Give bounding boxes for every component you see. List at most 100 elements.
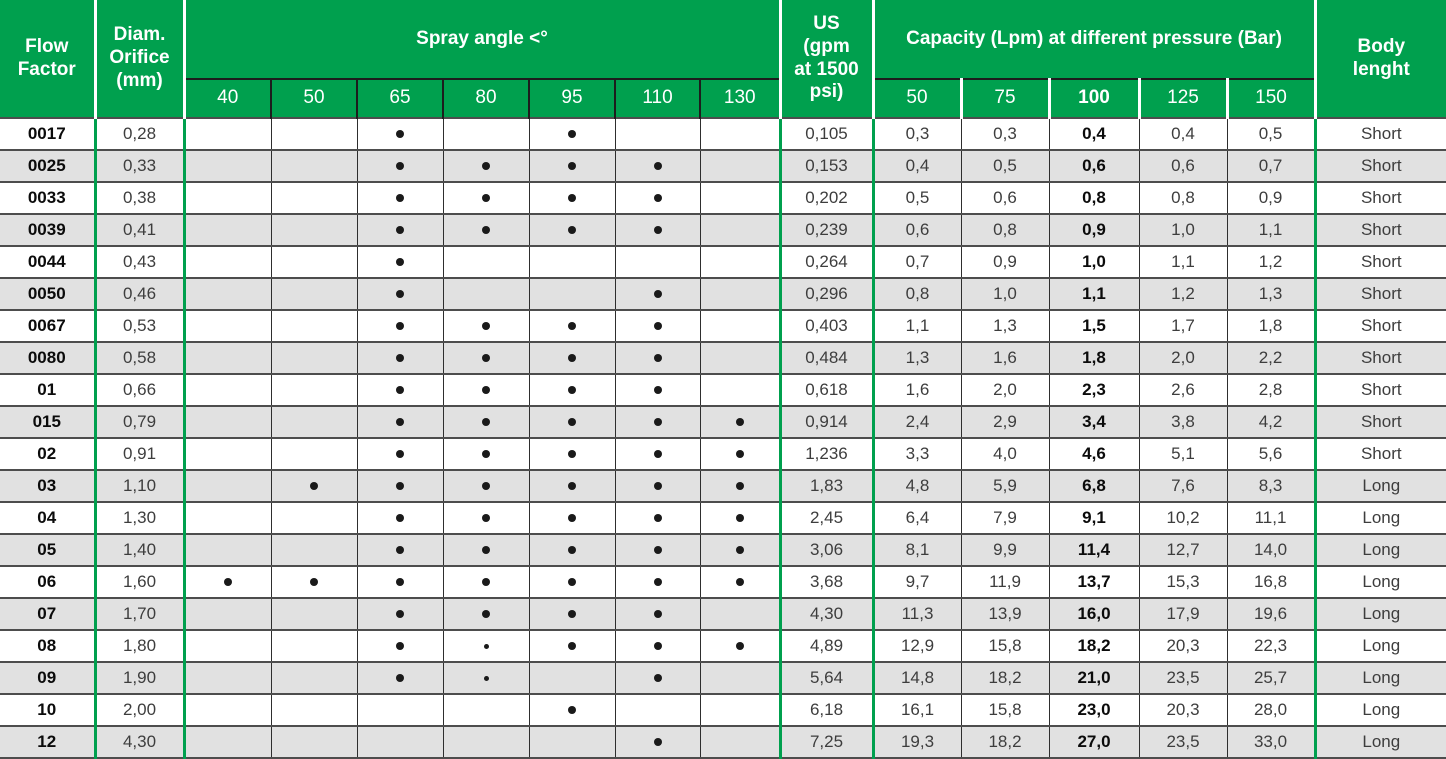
capacity-cell: 0,3 — [871, 117, 961, 150]
capacity-cell: 1,0 — [960, 277, 1049, 310]
spray-angle-cell — [442, 405, 529, 438]
spray-angle-cell — [182, 181, 271, 214]
body-length-cell: Short — [1313, 373, 1446, 406]
diam-orifice-cell: 0,46 — [93, 277, 184, 310]
us-gpm-cell: 7,25 — [778, 725, 873, 759]
spray-angle-cell — [442, 213, 529, 246]
flow-factor-cell: 01 — [0, 373, 95, 406]
body-length-cell: Long — [1313, 629, 1446, 662]
capacity-cell: 16,0 — [1048, 597, 1139, 630]
spray-angle-cell — [356, 629, 443, 662]
capacity-cell: 1,3 — [871, 341, 961, 374]
spray-angle-cell — [614, 213, 700, 246]
capacity-cell: 8,1 — [871, 533, 961, 566]
spray-angle-cell — [442, 245, 529, 278]
body-length-cell: Short — [1313, 277, 1446, 310]
spray-angle-cell — [182, 245, 271, 278]
flow-factor-cell: 05 — [0, 533, 95, 566]
table-row: 10 2,00 6,18 16,1 15,8 23,0 20,3 28,0 Long — [0, 693, 1446, 726]
spray-angle-dot — [482, 514, 490, 522]
spray-angle-dot — [653, 738, 662, 746]
capacity-cell: 0,4 — [1048, 117, 1139, 150]
spray-angle-cell — [270, 373, 357, 406]
spray-angle-col-header: 65 — [356, 78, 443, 118]
spray-angle-cell — [270, 629, 357, 662]
spray-angle-cell — [614, 181, 700, 214]
spray-angle-cell — [182, 469, 271, 502]
flow-factor-cell: 0067 — [0, 309, 95, 342]
capacity-cell: 2,2 — [1226, 341, 1316, 374]
spray-angle-cell — [614, 341, 700, 374]
spray-angle-cell — [528, 501, 615, 534]
capacity-cell: 4,0 — [960, 437, 1049, 470]
capacity-cell: 0,6 — [1048, 149, 1139, 182]
flow-factor-cell: 0039 — [0, 213, 95, 246]
spray-angle-dot — [568, 130, 576, 138]
capacity-cell: 1,1 — [1226, 213, 1316, 246]
spray-angle-dot — [568, 514, 576, 522]
spray-angle-cell — [699, 117, 780, 150]
capacity-cell: 3,8 — [1138, 405, 1227, 438]
spray-angle-cell — [270, 117, 357, 150]
diam-orifice-cell: 0,58 — [93, 341, 184, 374]
header-flow-factor: Flow Factor — [0, 0, 95, 118]
capacity-cell: 13,7 — [1048, 565, 1139, 598]
spray-angle-cell — [182, 565, 271, 598]
capacity-cell: 7,6 — [1138, 469, 1227, 502]
spray-angle-dot — [653, 354, 662, 362]
capacity-cell: 8,3 — [1226, 469, 1316, 502]
capacity-cell: 1,8 — [1048, 341, 1139, 374]
diam-orifice-cell: 1,40 — [93, 533, 184, 566]
spray-angle-dot — [396, 482, 404, 490]
flow-factor-cell: 10 — [0, 693, 95, 726]
spray-angle-cell — [528, 469, 615, 502]
spray-angle-cell — [528, 149, 615, 182]
capacity-cell: 18,2 — [1048, 629, 1139, 662]
diam-orifice-cell: 0,38 — [93, 181, 184, 214]
spray-angle-cell — [699, 405, 780, 438]
capacity-cell: 11,9 — [960, 565, 1049, 598]
spray-angle-cell — [270, 437, 357, 470]
capacity-cell: 1,7 — [1138, 309, 1227, 342]
capacity-cell: 20,3 — [1138, 629, 1227, 662]
diam-orifice-cell: 0,41 — [93, 213, 184, 246]
flow-factor-cell: 02 — [0, 437, 95, 470]
capacity-cell: 2,6 — [1138, 373, 1227, 406]
spray-angle-cell — [182, 629, 271, 662]
spray-angle-cell — [528, 693, 615, 726]
capacity-cell: 21,0 — [1048, 661, 1139, 694]
spray-angle-dot — [653, 386, 662, 394]
diam-orifice-cell: 1,30 — [93, 501, 184, 534]
header-sub-row: 40 50 65 80 95 110 130 50 75 100 125 150 — [0, 78, 1446, 118]
capacity-cell: 0,5 — [1226, 117, 1316, 150]
spray-angle-cell — [699, 149, 780, 182]
us-gpm-cell: 0,403 — [778, 309, 873, 342]
spray-angle-dot — [396, 162, 404, 170]
spray-angle-cell — [699, 341, 780, 374]
capacity-cell: 5,1 — [1138, 437, 1227, 470]
capacity-cell: 0,7 — [1226, 149, 1316, 182]
flow-factor-cell: 0017 — [0, 117, 95, 150]
diam-orifice-cell: 1,80 — [93, 629, 184, 662]
capacity-cell: 20,3 — [1138, 693, 1227, 726]
capacity-cell: 15,8 — [960, 629, 1049, 662]
spray-angle-cell — [699, 661, 780, 694]
body-length-cell: Long — [1313, 725, 1446, 759]
spray-angle-cell — [614, 725, 700, 759]
spray-angle-dot — [568, 418, 576, 426]
spray-angle-col-header: 110 — [614, 78, 700, 118]
spray-angle-dot — [482, 546, 490, 554]
flow-factor-cell: 06 — [0, 565, 95, 598]
capacity-cell: 16,8 — [1226, 565, 1316, 598]
us-gpm-cell: 0,105 — [778, 117, 873, 150]
capacity-cell: 1,1 — [871, 309, 961, 342]
table-header: Flow Factor Diam. Orifice (mm) Spray ang… — [0, 0, 1446, 118]
spray-angle-cell — [442, 309, 529, 342]
spray-angle-cell — [356, 277, 443, 310]
capacity-cell: 12,9 — [871, 629, 961, 662]
table-row: 04 1,30 2,45 6,4 7,9 9,1 10,2 11,1 Long — [0, 501, 1446, 534]
spray-angle-cell — [614, 405, 700, 438]
spray-angle-cell — [182, 725, 271, 759]
table-row: 09 1,90 5,64 14,8 18,2 21,0 23,5 25,7 Long — [0, 661, 1446, 694]
